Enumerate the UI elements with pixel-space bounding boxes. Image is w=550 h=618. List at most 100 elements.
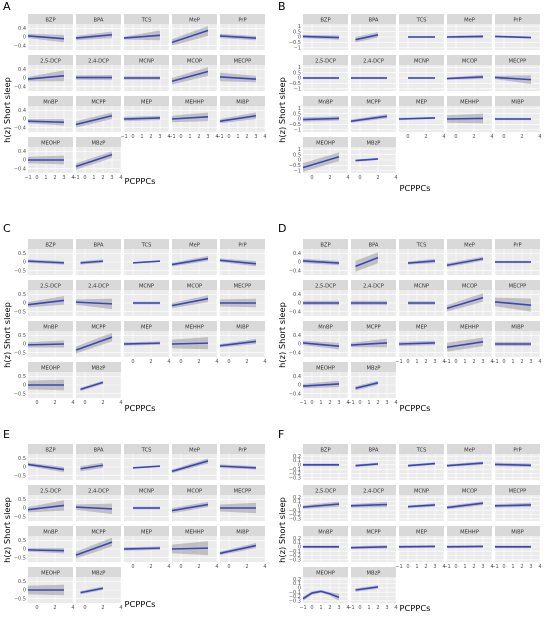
- facet-strip: [172, 485, 217, 495]
- facet-mnbp: MnBP 10.50−0.5−1: [289, 96, 349, 134]
- fit-line: [355, 158, 379, 162]
- y-tick-label: −0.3: [289, 476, 301, 482]
- facet-strip-label: MiBP: [236, 324, 249, 330]
- x-tick-label: −1: [347, 400, 354, 406]
- y-tick-label: 0.5: [293, 111, 301, 117]
- facet-tcs: TCS: [124, 239, 170, 275]
- facet-strip: [28, 14, 73, 24]
- y-tick-label: 0.1: [293, 581, 301, 587]
- y-tick-label: −1: [294, 169, 301, 175]
- facet-meohp: MEOHP 0.5 0 −0.5 0 2 4: [14, 567, 75, 611]
- y-tick-label: −0.5: [14, 309, 26, 315]
- x-tick-label: 2: [328, 605, 331, 611]
- x-tick-label: 1: [236, 134, 239, 140]
- facet-strip-label: MnBP: [318, 529, 332, 535]
- fit-line: [494, 463, 532, 467]
- x-tick-label: 4: [442, 564, 445, 570]
- x-tick-label: 1: [44, 175, 47, 181]
- y-tick-label: 0: [23, 76, 26, 82]
- facet-mnbp: MnBP 0.5 0 −0.5: [14, 321, 74, 357]
- x-tick-label: −1: [347, 605, 354, 611]
- confidence-band: [76, 503, 112, 515]
- facet-strip-label: 2,4-DCP: [363, 58, 384, 64]
- facet-strip-label: MECPP: [509, 58, 527, 64]
- facet-strip: [351, 14, 396, 24]
- facet-bpa: BPA: [351, 14, 397, 50]
- y-tick-label: 0: [23, 301, 26, 307]
- facet-mbzp: MBzP−1 0 1 2 3 4: [347, 567, 398, 611]
- facet-mcop: MCOP: [171, 485, 218, 521]
- facet-strip-label: MEP: [416, 529, 427, 535]
- fit-line: [123, 117, 161, 120]
- facet-strip-label: BPA: [369, 447, 379, 453]
- fit-line: [75, 301, 113, 305]
- fit-line: [132, 465, 161, 469]
- plot-background: [495, 454, 540, 480]
- fit-line: [350, 546, 388, 549]
- facet-strip-label: MnBP: [43, 99, 57, 105]
- x-tick-label: −1: [491, 359, 498, 365]
- facet-prp: PrP: [219, 14, 266, 50]
- facet-strip: [76, 444, 121, 454]
- x-tick-label: 2: [472, 134, 475, 140]
- y-tick-label: 0.4: [293, 333, 301, 339]
- facet-strip-label: BZP: [45, 447, 55, 453]
- facet-strip: [76, 55, 121, 65]
- facet-mcnp: MCNP: [123, 55, 170, 91]
- fit-line: [75, 506, 113, 510]
- x-tick-label: −1: [395, 564, 402, 570]
- facet-mcop: MCOP: [171, 280, 218, 316]
- x-tick-label: 0: [131, 359, 134, 365]
- fit-line: [80, 464, 104, 470]
- facet-strip-label: MECPP: [234, 58, 252, 64]
- facet-strip: [28, 137, 73, 147]
- x-tick-label: 0: [83, 605, 86, 611]
- facet-tcs: TCS: [399, 14, 445, 50]
- facet-strip-label: BZP: [45, 242, 55, 248]
- y-tick-label: 0: [298, 342, 301, 348]
- x-tick-label: −1: [24, 175, 31, 181]
- fit-line: [27, 504, 65, 511]
- x-tick-label: 2: [472, 564, 475, 570]
- x-tick-label: 1: [415, 564, 418, 570]
- facet-bpa: BPA: [76, 444, 122, 480]
- facet-strip: [303, 55, 348, 65]
- facet-mnbp: MnBP 0.4 0 −0.4: [289, 321, 349, 357]
- y-tick-label: 0: [298, 76, 301, 82]
- x-tick-label: 2: [520, 564, 523, 570]
- fit-line: [446, 341, 484, 349]
- facet-mep: MeP: [171, 239, 218, 275]
- y-tick-label: −0.4: [14, 43, 26, 49]
- facet-mecpp: MECPP: [494, 55, 541, 91]
- facet-strip: [495, 485, 540, 495]
- facet-strip-label: MCPP: [91, 324, 105, 330]
- facet-2-4-dcp: 2,4-DCP: [350, 485, 397, 521]
- y-tick-label: 0: [298, 158, 301, 164]
- facet-2-5-dcp: 2,5-DCP 0.4 0 −0.4: [289, 280, 349, 316]
- facet-strip-label: 2,5-DCP: [315, 58, 336, 64]
- fit-line: [350, 503, 388, 507]
- facet-prp: PrP: [219, 444, 266, 480]
- facet-strip: [303, 96, 348, 106]
- x-tick-label: 0: [358, 400, 361, 406]
- facet-mcnp: MCNP: [399, 55, 445, 91]
- facet-strip-label: MCNP: [139, 58, 154, 64]
- y-tick-label: 1: [298, 24, 301, 30]
- facet-bzp: BZP 0.4 0 −0.4: [289, 239, 349, 275]
- x-tick-label: 4: [119, 400, 122, 406]
- y-tick-label: 0.4: [293, 292, 301, 298]
- x-tick-label: 1: [463, 359, 466, 365]
- facet-bpa: BPA: [75, 14, 122, 50]
- facet-strip-label: 2,5-DCP: [40, 488, 61, 494]
- facet-strip-label: MCOP: [187, 488, 202, 494]
- facet-strip: [495, 526, 540, 536]
- facet-strip: [495, 14, 540, 24]
- facet-strip: [124, 526, 169, 536]
- fit-line: [171, 460, 209, 473]
- y-tick-label: 0.2: [293, 495, 301, 501]
- facet-strip-label: MCPP: [91, 529, 105, 535]
- fit-line: [80, 260, 104, 264]
- x-tick-label: −1: [72, 175, 79, 181]
- facet-strip-label: MCNP: [414, 488, 429, 494]
